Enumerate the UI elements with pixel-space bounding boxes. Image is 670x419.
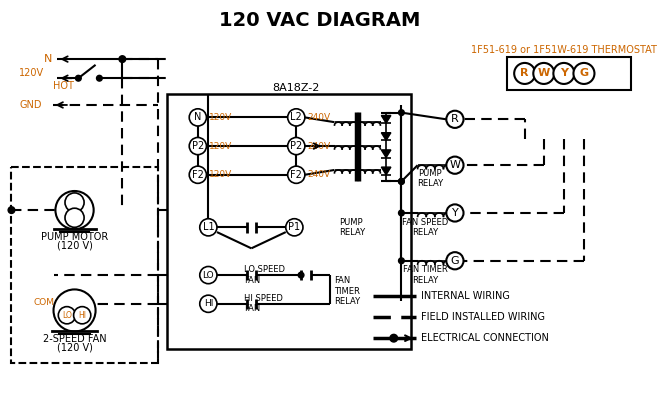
- Circle shape: [533, 63, 554, 84]
- Text: Y: Y: [560, 68, 568, 78]
- Text: L1: L1: [202, 222, 214, 232]
- Circle shape: [119, 56, 126, 62]
- Text: 120V: 120V: [19, 68, 44, 78]
- Text: G: G: [451, 256, 459, 266]
- Polygon shape: [381, 150, 391, 158]
- Text: R: R: [521, 68, 529, 78]
- Circle shape: [399, 178, 404, 184]
- Text: P1: P1: [288, 222, 300, 232]
- Text: 240V: 240V: [308, 113, 331, 122]
- Circle shape: [189, 109, 206, 126]
- Text: 240V: 240V: [308, 170, 331, 179]
- Circle shape: [446, 204, 464, 222]
- Text: LO: LO: [62, 311, 72, 320]
- Polygon shape: [381, 167, 391, 175]
- Circle shape: [65, 193, 84, 212]
- Text: W: W: [538, 68, 550, 78]
- Text: (120 V): (120 V): [56, 343, 92, 353]
- Circle shape: [286, 219, 303, 236]
- Text: PUMP
RELAY: PUMP RELAY: [339, 217, 365, 237]
- Circle shape: [446, 252, 464, 269]
- Text: P2: P2: [192, 141, 204, 151]
- Text: 120 VAC DIAGRAM: 120 VAC DIAGRAM: [220, 11, 421, 30]
- Text: N: N: [194, 112, 202, 122]
- Text: FAN TIMER
RELAY: FAN TIMER RELAY: [403, 265, 448, 285]
- Text: N: N: [44, 54, 52, 64]
- Text: FIELD INSTALLED WIRING: FIELD INSTALLED WIRING: [421, 312, 545, 322]
- Circle shape: [298, 272, 304, 278]
- Text: PUMP
RELAY: PUMP RELAY: [417, 169, 443, 188]
- Text: (120 V): (120 V): [56, 241, 92, 251]
- Text: INTERNAL WIRING: INTERNAL WIRING: [421, 291, 509, 301]
- Circle shape: [200, 295, 217, 313]
- Text: FAN SPEED
RELAY: FAN SPEED RELAY: [402, 217, 448, 237]
- Circle shape: [446, 157, 464, 174]
- Polygon shape: [381, 133, 391, 140]
- Circle shape: [74, 307, 91, 324]
- Text: LO: LO: [202, 271, 214, 279]
- Polygon shape: [381, 116, 391, 123]
- Text: PUMP MOTOR: PUMP MOTOR: [41, 232, 108, 242]
- Text: FAN
TIMER
RELAY: FAN TIMER RELAY: [334, 277, 360, 306]
- FancyBboxPatch shape: [168, 93, 411, 349]
- Circle shape: [189, 166, 206, 184]
- Text: 1F51-619 or 1F51W-619 THERMOSTAT: 1F51-619 or 1F51W-619 THERMOSTAT: [471, 44, 657, 54]
- Text: 120V: 120V: [209, 113, 232, 122]
- Circle shape: [399, 258, 404, 264]
- Text: 240V: 240V: [308, 142, 331, 150]
- Text: LO SPEED
FAN: LO SPEED FAN: [244, 265, 285, 285]
- Text: R: R: [451, 114, 459, 124]
- Circle shape: [287, 109, 305, 126]
- Text: F2: F2: [192, 170, 204, 180]
- Text: HOT: HOT: [52, 81, 74, 91]
- Circle shape: [287, 137, 305, 155]
- Text: L2: L2: [290, 112, 302, 122]
- Circle shape: [399, 178, 404, 184]
- Circle shape: [56, 191, 94, 229]
- Circle shape: [58, 307, 76, 324]
- Text: G: G: [580, 68, 588, 78]
- Text: F2: F2: [290, 170, 302, 180]
- Text: 120V: 120V: [209, 142, 232, 150]
- Circle shape: [200, 219, 217, 236]
- Circle shape: [189, 137, 206, 155]
- Circle shape: [8, 207, 15, 213]
- Circle shape: [553, 63, 574, 84]
- Circle shape: [446, 111, 464, 128]
- Circle shape: [390, 334, 397, 342]
- Circle shape: [65, 208, 84, 228]
- Text: 120V: 120V: [209, 170, 232, 179]
- Text: 2-SPEED FAN: 2-SPEED FAN: [43, 334, 107, 344]
- Circle shape: [76, 75, 81, 81]
- Circle shape: [287, 166, 305, 184]
- Text: ELECTRICAL CONNECTION: ELECTRICAL CONNECTION: [421, 333, 549, 343]
- Text: Y: Y: [452, 208, 458, 218]
- FancyBboxPatch shape: [507, 57, 630, 90]
- Circle shape: [96, 75, 103, 81]
- Circle shape: [574, 63, 594, 84]
- Circle shape: [399, 210, 404, 216]
- Text: 8A18Z-2: 8A18Z-2: [273, 83, 320, 93]
- Circle shape: [200, 266, 217, 284]
- Circle shape: [54, 290, 96, 331]
- Circle shape: [399, 110, 404, 116]
- Text: P2: P2: [290, 141, 302, 151]
- Text: W: W: [450, 160, 460, 170]
- Circle shape: [514, 63, 535, 84]
- Text: HI: HI: [78, 311, 86, 320]
- Text: COM: COM: [34, 298, 54, 307]
- Text: HI: HI: [204, 299, 213, 308]
- Text: HI SPEED
FAN: HI SPEED FAN: [244, 294, 283, 313]
- Text: GND: GND: [19, 100, 42, 110]
